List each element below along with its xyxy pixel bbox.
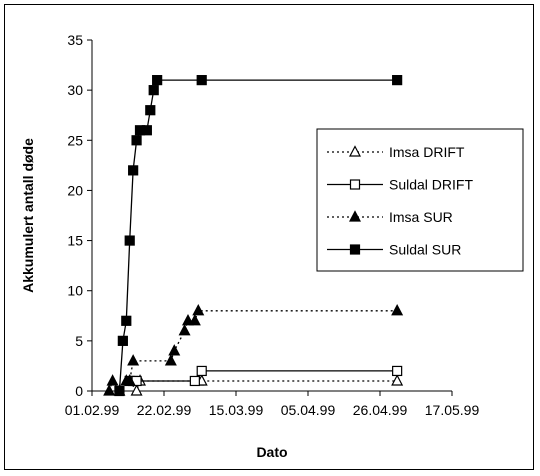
data-point-imsa-sur (188, 314, 201, 326)
data-point-suldal-sur (131, 135, 142, 146)
y-tick-label: 15 (67, 233, 83, 249)
series-layer (103, 75, 404, 397)
data-point-suldal-sur (141, 125, 152, 136)
x-tick-label: 22.02.99 (137, 402, 192, 418)
legend-label-suldal-sur: Suldal SUR (389, 242, 461, 258)
y-axis-title: Akkumulert antall døde (20, 138, 36, 293)
y-tick-label: 10 (67, 283, 83, 299)
y-tick-label: 0 (75, 383, 83, 399)
x-tick-label: 26.04.99 (353, 402, 408, 418)
data-point-suldal-sur (392, 75, 403, 86)
x-tick-label: 15.03.99 (209, 402, 264, 418)
data-point-suldal-sur (196, 75, 207, 86)
data-point-suldal-sur (121, 315, 132, 326)
x-tick-label: 01.02.99 (65, 402, 120, 418)
y-tick-label: 20 (67, 182, 83, 198)
data-point-imsa-sur (106, 374, 119, 386)
series-line-imsa-drift (129, 380, 398, 393)
x-tick-label: 17.05.99 (425, 402, 480, 418)
legend-marker-imsa-drift (349, 145, 361, 157)
legend: Imsa DRIFT Suldal DRIFT Imsa SUR Suldal SUR (316, 128, 524, 272)
x-tick-label: 05.04.99 (281, 402, 336, 418)
data-point-suldal-sur (128, 165, 139, 176)
x-axis-title: Dato (256, 444, 287, 460)
y-tick-label: 5 (75, 333, 83, 349)
data-point-imsa-sur (127, 354, 140, 366)
data-point-imsa-sur (178, 324, 191, 336)
data-point-imsa-drift (391, 374, 404, 386)
data-point-imsa-sur (123, 374, 136, 386)
legend-item-imsa-sur: Imsa SUR (327, 209, 453, 225)
legend-marker-suldal-sur (349, 244, 361, 255)
legend-marker-suldal-drift (349, 179, 361, 190)
data-point-suldal-sur (114, 385, 125, 397)
legend-label-imsa-sur: Imsa SUR (389, 209, 453, 225)
legend-item-suldal-sur: Suldal SUR (327, 242, 461, 258)
legend-item-imsa-drift: Imsa DRIFT (327, 144, 465, 160)
y-tick-label: 35 (67, 32, 83, 48)
legend-item-suldal-drift: Suldal DRIFT (327, 177, 473, 193)
x-ticks: 01.02.99 22.02.99 15.03.99 05.04.99 26.04.99… (65, 391, 480, 418)
data-point-suldal-drift (196, 365, 207, 377)
y-ticks: 0 5 10 15 20 25 30 35 (67, 32, 92, 399)
series-suldal-drift (124, 365, 403, 387)
data-point-suldal-sur (117, 335, 128, 346)
series-line-suldal-drift (129, 370, 398, 382)
series-line-imsa-sur (108, 310, 398, 393)
axes (91, 40, 452, 392)
data-point-suldal-sur (145, 105, 156, 116)
data-point-suldal-sur (148, 85, 159, 96)
data-point-suldal-drift (392, 365, 403, 377)
data-point-imsa-sur (168, 344, 181, 356)
data-point-imsa-sur (164, 354, 177, 366)
legend-marker-imsa-sur (349, 210, 361, 222)
data-point-imsa-sur (103, 384, 116, 396)
y-tick-label: 30 (67, 82, 83, 98)
data-point-suldal-drift (189, 375, 200, 387)
data-point-imsa-sur (192, 303, 205, 316)
legend-label-imsa-drift: Imsa DRIFT (389, 144, 465, 160)
y-tick-label: 25 (67, 132, 83, 148)
series-suldal-sur (114, 75, 403, 397)
data-point-suldal-sur (152, 75, 163, 86)
series-imsa-drift (123, 374, 404, 396)
legend-label-suldal-drift: Suldal DRIFT (389, 177, 473, 193)
data-point-imsa-drift (130, 384, 143, 396)
data-point-suldal-sur (124, 235, 135, 246)
data-point-imsa-sur (391, 303, 404, 316)
chart-frame: 0 5 10 15 20 25 30 35 01.02.99 22.02.99 15.03.99 0… (4, 4, 534, 470)
